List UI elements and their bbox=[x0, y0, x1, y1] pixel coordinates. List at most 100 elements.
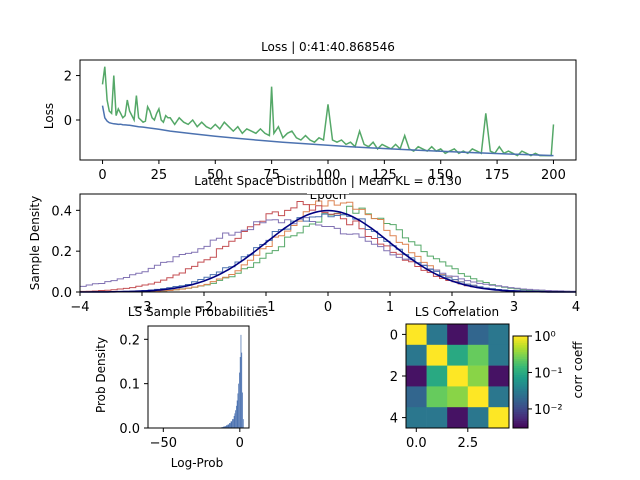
histogram-bar bbox=[224, 426, 227, 428]
heatmap-cell bbox=[488, 407, 510, 429]
heatmap-cell bbox=[447, 386, 469, 408]
correlation-chart: 0.0 2.5 0 2 4 LS Correlation 10⁰ 10⁻¹ 10⁻² cor… bbox=[390, 305, 585, 451]
heatmap-cell bbox=[406, 407, 427, 429]
loss-title: Loss | 0:41:40.868546 bbox=[261, 40, 395, 54]
latent-distribution-chart: −4 −3 −2 −1 0 1 2 3 4 0.0 0.2 0.4 Sample Density bbox=[28, 193, 580, 315]
histogram-ytick-label: 0.0 bbox=[119, 422, 140, 437]
histogram-xlabel: Log-Prob bbox=[171, 456, 223, 470]
histogram-bar bbox=[239, 372, 240, 428]
colorbar-tick-label: 10⁰ bbox=[534, 330, 556, 345]
histogram-bar bbox=[238, 383, 240, 428]
colorbar-segment bbox=[513, 411, 528, 415]
loss-train-line bbox=[101, 105, 554, 157]
colorbar-segment bbox=[513, 375, 528, 378]
colorbar-segment bbox=[513, 388, 528, 392]
histogram-bar bbox=[236, 400, 238, 428]
histogram-xtick-label: 0 bbox=[236, 436, 244, 451]
colorbar-segment bbox=[513, 402, 528, 406]
histogram-ytick-label: 0.2 bbox=[119, 333, 140, 348]
heatmap-cell bbox=[467, 407, 489, 429]
colorbar: 10⁰ 10⁻¹ 10⁻² bbox=[512, 330, 563, 429]
colorbar-segment bbox=[513, 400, 528, 404]
heatmap-cell bbox=[488, 386, 510, 408]
loss-chart: Loss | 0:41:40.868546 Loss 0 25 50 75 100 125… bbox=[42, 40, 577, 183]
colorbar-segment bbox=[513, 405, 528, 408]
heatmap-axes-frame bbox=[405, 323, 510, 429]
loss-plot-area: 0 25 50 75 100 125 150 175 200 2 0 bbox=[64, 66, 566, 183]
colorbar-segment bbox=[513, 391, 528, 394]
correlation-title: LS Correlation bbox=[415, 305, 499, 319]
histogram-plot-area: −50 0 0.0 0.1 0.2 bbox=[119, 333, 244, 451]
heatmap-cell bbox=[447, 344, 469, 366]
colorbar-segment bbox=[513, 407, 528, 411]
colorbar-segment bbox=[513, 386, 528, 390]
heatmap-xtick-label: 0.0 bbox=[406, 436, 427, 451]
latent-xtick-label: −1 bbox=[256, 300, 275, 315]
colorbar-segment bbox=[513, 359, 528, 362]
histogram-title: LS Sample Probabilities bbox=[128, 305, 268, 319]
heatmap-cell bbox=[426, 386, 448, 408]
colorbar-segment bbox=[513, 340, 528, 344]
colorbar-segment bbox=[513, 363, 528, 367]
histogram-bar bbox=[235, 405, 237, 428]
colorbar-tick-label: 10⁻² bbox=[534, 403, 563, 418]
heatmap-cell bbox=[406, 386, 427, 408]
latent-ytick-label: 0.2 bbox=[51, 245, 72, 260]
latent-title: Latent Space Distribution | Mean KL = 0.… bbox=[194, 174, 461, 188]
latent-axes-background bbox=[80, 194, 576, 292]
latent-ylabel: Sample Density bbox=[28, 196, 42, 290]
latent-xtick-label: 3 bbox=[510, 300, 518, 315]
histogram-axes-frame bbox=[147, 325, 250, 429]
colorbar-segment bbox=[513, 370, 528, 374]
heatmap-xtick-label: 2.5 bbox=[457, 436, 478, 451]
loss-xtick-label: 200 bbox=[541, 168, 566, 183]
heatmap-cell bbox=[406, 324, 427, 346]
colorbar-label: corr coeff bbox=[571, 341, 585, 399]
heatmap-cell bbox=[488, 324, 510, 346]
histogram-bar bbox=[242, 419, 244, 428]
loss-xtick-label: 175 bbox=[485, 168, 510, 183]
latent-xtick-label: 1 bbox=[386, 300, 394, 315]
loss-axes-frame bbox=[79, 59, 577, 161]
heatmap-cell bbox=[406, 365, 427, 387]
heatmap-ytick-label: 4 bbox=[390, 412, 398, 427]
heatmap-plot-area: 0.0 2.5 0 2 4 bbox=[390, 324, 510, 451]
heatmap-cell bbox=[447, 324, 469, 346]
colorbar-segment bbox=[513, 365, 528, 369]
latent-sample-histogram-4 bbox=[80, 217, 576, 292]
loss-xtick-label: 0 bbox=[98, 168, 106, 183]
heatmap-ytick-label: 0 bbox=[390, 328, 398, 343]
heatmap-cell bbox=[406, 344, 427, 366]
colorbar-segment bbox=[513, 423, 528, 427]
loss-xtick-label: 125 bbox=[372, 168, 397, 183]
latent-xtick-label: −2 bbox=[194, 300, 213, 315]
heatmap-cell bbox=[467, 365, 489, 387]
loss-xtick-label: 25 bbox=[151, 168, 168, 183]
colorbar-segment bbox=[513, 356, 528, 360]
colorbar-segment bbox=[513, 418, 528, 422]
colorbar-segment bbox=[513, 425, 528, 429]
histogram-bar bbox=[237, 393, 239, 428]
colorbar-segment bbox=[513, 354, 528, 358]
latent-xtick-label: −4 bbox=[70, 300, 89, 315]
heatmap-cell bbox=[488, 344, 510, 366]
latent-sample-histogram-5 bbox=[80, 213, 576, 293]
histogram-ylabel: Prob Density bbox=[94, 337, 108, 413]
heatmap-cell bbox=[488, 365, 510, 387]
loss-ytick-label: 2 bbox=[64, 70, 72, 85]
histogram-bar bbox=[240, 334, 242, 428]
histogram-bar bbox=[241, 352, 243, 428]
colorbar-segment bbox=[513, 379, 528, 383]
colorbar-segment bbox=[513, 377, 528, 381]
histogram-bar bbox=[234, 413, 236, 428]
histogram-bar bbox=[222, 426, 225, 428]
colorbar-tick-label: 10⁻¹ bbox=[534, 366, 563, 381]
histogram-bar bbox=[235, 410, 236, 428]
latent-reference-normal-curve bbox=[80, 209, 576, 293]
colorbar-segment bbox=[513, 414, 528, 417]
histogram-bar bbox=[242, 392, 243, 428]
heatmap-cell bbox=[447, 365, 469, 387]
heatmap-cell bbox=[426, 344, 448, 366]
colorbar-segment bbox=[513, 398, 528, 401]
colorbar-segment bbox=[513, 409, 528, 413]
